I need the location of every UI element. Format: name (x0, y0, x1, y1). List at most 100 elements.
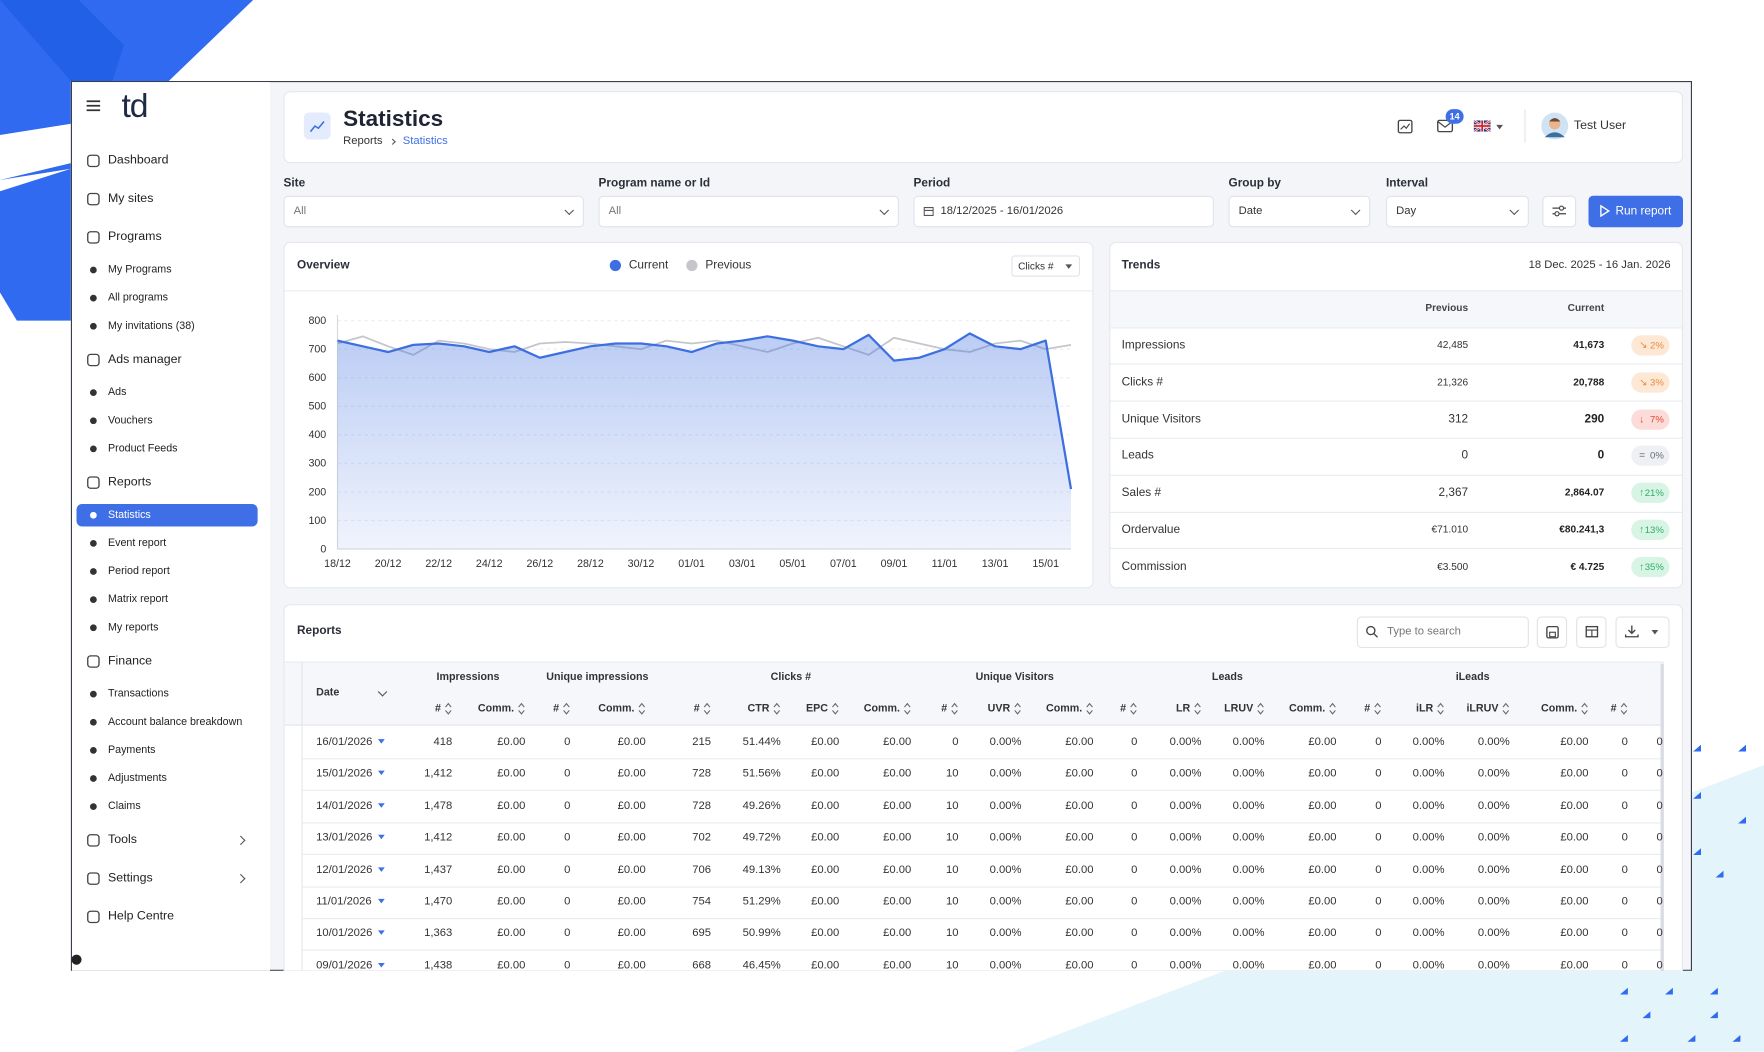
submenu-item[interactable]: Payments (108, 743, 156, 757)
table-cell: 1,412 (424, 831, 453, 844)
submenu-item[interactable]: All programs (108, 291, 168, 305)
submenu-item[interactable]: Period report (108, 565, 170, 578)
sort-icon[interactable] (903, 702, 911, 716)
column-header[interactable]: LR (1175, 702, 1191, 715)
table-cell: 0.00% (1412, 799, 1445, 813)
sort-icon[interactable] (1620, 702, 1628, 716)
table-cell: £0.00 (1560, 831, 1589, 844)
filter-input[interactable] (913, 195, 1214, 228)
date-cell: 09/01/2026 (316, 959, 373, 971)
column-header[interactable]: # (1364, 702, 1371, 715)
sort-icon[interactable] (1374, 702, 1382, 716)
avatar[interactable] (1541, 112, 1569, 140)
submenu-item[interactable]: Adjustments (108, 772, 167, 785)
filter-input[interactable] (1228, 195, 1371, 228)
column-header[interactable]: iLRUV (1466, 702, 1499, 715)
breadcrumb-item[interactable]: Reports (343, 135, 383, 148)
menu-bullet (90, 718, 97, 726)
sort-icon[interactable] (703, 702, 711, 716)
menu-item[interactable]: Reports (108, 475, 152, 489)
metric-selector[interactable] (1011, 255, 1080, 277)
menu-item[interactable]: Dashboard (108, 153, 169, 168)
sort-icon[interactable] (831, 702, 839, 716)
submenu-item[interactable]: My reports (108, 621, 159, 634)
submenu-item[interactable]: Product Feeds (108, 442, 178, 455)
run-report-button[interactable] (1588, 195, 1683, 228)
sort-icon[interactable] (563, 702, 571, 716)
sort-icon[interactable] (1257, 702, 1265, 716)
filter-value: All (608, 204, 622, 218)
search-input[interactable] (1356, 616, 1529, 648)
toolbar-button[interactable] (1615, 616, 1670, 648)
header-divider (1524, 109, 1526, 143)
sort-icon[interactable] (1130, 702, 1138, 716)
filter-input[interactable] (283, 195, 584, 228)
sort-icon[interactable] (951, 702, 959, 716)
submenu-item[interactable]: Event report (108, 536, 167, 550)
column-header[interactable]: Comm. (477, 702, 515, 715)
chart-icon[interactable] (1397, 119, 1413, 134)
x-tick-label: 05/01 (779, 558, 806, 570)
column-header[interactable]: Comm. (1289, 702, 1326, 715)
submenu-item[interactable]: Claims (108, 800, 141, 813)
sort-icon[interactable] (518, 702, 526, 716)
sort-icon[interactable] (1437, 702, 1445, 716)
language-flag[interactable] (1473, 120, 1491, 132)
table-cell: 10 (945, 927, 959, 940)
submenu-item[interactable]: Account balance breakdown (108, 715, 243, 729)
submenu-item[interactable]: Transactions (108, 687, 169, 701)
menu-item[interactable]: My sites (108, 191, 154, 206)
column-header[interactable]: # (941, 702, 948, 715)
sort-icon[interactable] (1194, 702, 1202, 716)
menu-item[interactable]: Ads manager (108, 352, 182, 367)
sort-icon[interactable] (1014, 702, 1022, 716)
column-header[interactable]: Comm. (1541, 702, 1578, 715)
sort-icon[interactable] (1502, 702, 1510, 716)
menu-item[interactable]: Settings (108, 871, 153, 885)
submenu-item[interactable]: My Programs (108, 263, 172, 276)
sort-icon[interactable] (1086, 702, 1094, 716)
column-header[interactable]: # (1120, 702, 1127, 715)
submenu-item[interactable]: Ads (108, 386, 127, 399)
filter-input[interactable] (598, 195, 899, 228)
sort-icon[interactable] (638, 702, 646, 716)
y-tick-label: 0 (320, 543, 326, 555)
column-header[interactable]: Comm. (863, 702, 900, 715)
column-header[interactable]: UVR (987, 702, 1011, 715)
column-header[interactable]: # (435, 702, 441, 715)
table-cell: 0.00% (1232, 927, 1265, 940)
menu-item[interactable]: Finance (108, 654, 153, 668)
trends-metric: Impressions (1121, 338, 1186, 352)
menu-bullet (90, 389, 97, 396)
column-header[interactable]: LRUV (1224, 702, 1254, 715)
table-cell: £0.00 (1308, 831, 1337, 844)
submenu-item[interactable]: Statistics (108, 508, 151, 522)
sort-icon[interactable] (773, 702, 781, 716)
table-cell: 50.99% (742, 927, 781, 940)
menu-icon[interactable] (86, 99, 102, 113)
menu-item[interactable]: Help Centre (108, 909, 175, 924)
filter-input[interactable] (1386, 195, 1529, 228)
column-header[interactable]: CTR (747, 702, 770, 715)
menu-bullet (90, 803, 97, 810)
table-cell: 0 (1656, 895, 1663, 908)
column-header[interactable]: iLR (1416, 702, 1434, 715)
sort-icon[interactable] (1329, 702, 1337, 716)
sort-icon[interactable] (444, 702, 452, 716)
submenu-item[interactable]: Vouchers (108, 414, 153, 427)
date-cell: 10/01/2026 (316, 927, 373, 940)
column-header[interactable]: # (1610, 702, 1617, 715)
column-header[interactable]: EPC (806, 702, 828, 715)
submenu-item[interactable]: My invitations (38) (108, 319, 195, 333)
user-name[interactable]: Test User (1573, 118, 1627, 133)
filter-settings-button[interactable] (1542, 195, 1577, 228)
column-header[interactable]: # (553, 702, 560, 715)
sort-icon[interactable] (1581, 702, 1589, 716)
column-header[interactable]: Comm. (1046, 702, 1083, 715)
table-cell: £0.00 (1065, 831, 1094, 844)
column-header[interactable]: Comm. (598, 702, 635, 715)
column-header[interactable]: # (693, 702, 700, 715)
menu-item[interactable]: Programs (108, 230, 162, 244)
submenu-item[interactable]: Matrix report (108, 593, 168, 606)
menu-item[interactable]: Tools (108, 833, 137, 847)
